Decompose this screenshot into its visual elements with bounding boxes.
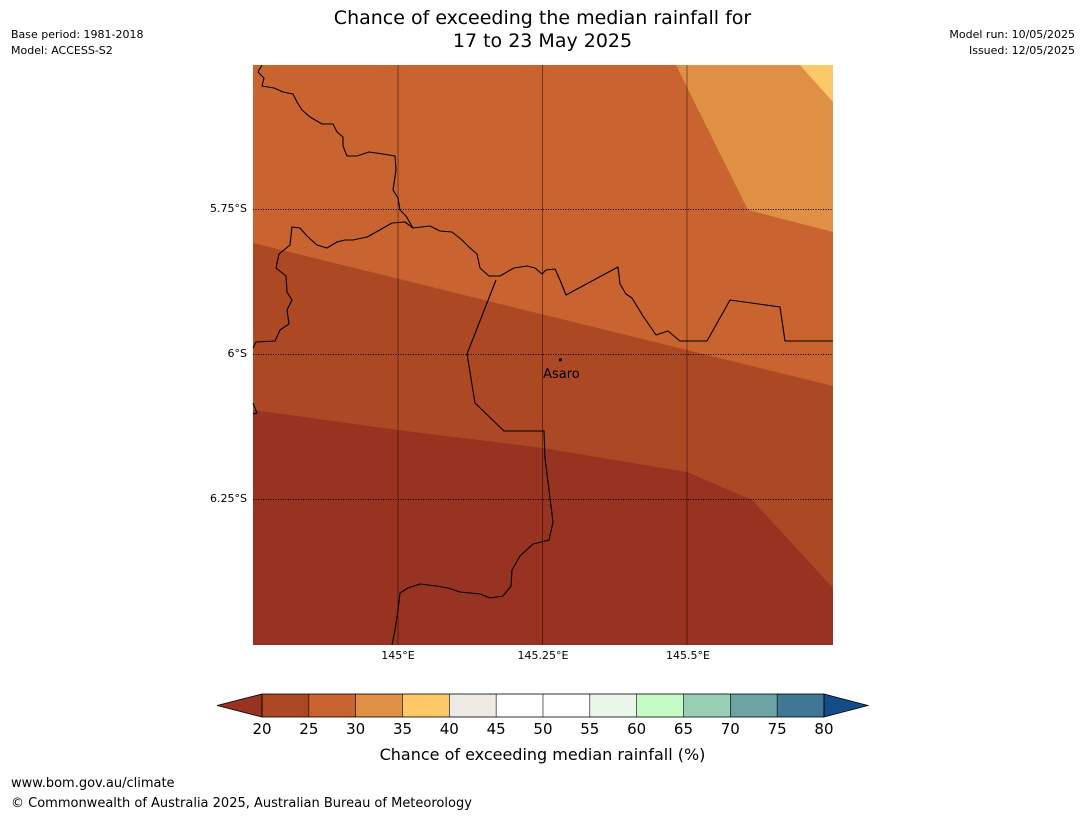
footer-url[interactable]: www.bom.gov.au/climate bbox=[11, 776, 175, 791]
boundary-south bbox=[391, 279, 554, 646]
colorbar-tick-label: 75 bbox=[767, 720, 787, 738]
colorbar-tick-label: 45 bbox=[486, 720, 506, 738]
colorbar-segment bbox=[308, 694, 357, 717]
meta-left: Base period: 1981-2018 Model: ACCESS-S2 bbox=[11, 27, 143, 59]
colorbar-under-arrow bbox=[216, 693, 263, 718]
colorbar-segment bbox=[496, 694, 544, 717]
colorbar-tick-label: 60 bbox=[627, 720, 647, 738]
colorbar-segment bbox=[683, 694, 731, 717]
town-label-asaro: Asaro bbox=[543, 367, 580, 382]
lat-tick-label: 6.25°S bbox=[210, 492, 247, 505]
colorbar-segment bbox=[262, 694, 310, 717]
colorbar-segment bbox=[777, 694, 825, 717]
colorbar-over-arrow bbox=[823, 693, 870, 718]
band-20-25 bbox=[253, 410, 833, 645]
colorbar-segment bbox=[355, 694, 403, 717]
colorbar-segment bbox=[589, 694, 638, 717]
colorbar bbox=[216, 693, 870, 718]
colorbar-tick-label: 30 bbox=[346, 720, 366, 738]
title-line-2: 17 to 23 May 2025 bbox=[452, 30, 633, 52]
colorbar-tick-label: 25 bbox=[299, 720, 319, 738]
lat-tick-label: 6°S bbox=[227, 347, 247, 360]
colorbar-segment bbox=[730, 694, 778, 717]
base-period-text: Base period: 1981-2018 bbox=[11, 28, 144, 41]
colorbar-segment bbox=[449, 694, 497, 717]
model-run-text: Model run: 10/05/2025 bbox=[949, 28, 1075, 41]
colorbar-tick-label: 55 bbox=[580, 720, 600, 738]
colorbar-tick-label: 70 bbox=[720, 720, 740, 738]
colorbar-tick-label: 35 bbox=[392, 720, 413, 738]
colorbar-tick-label: 20 bbox=[252, 720, 272, 738]
town-marker-asaro bbox=[558, 358, 563, 362]
lon-tick-label: 145.25°E bbox=[517, 649, 569, 662]
lon-tick-label: 145.5°E bbox=[666, 649, 710, 662]
colorbar-tick-label: 65 bbox=[673, 720, 694, 738]
colorbar-segment bbox=[402, 694, 450, 717]
colorbar-border bbox=[261, 693, 825, 718]
map-panel: Asaro bbox=[252, 64, 833, 646]
boundary-north bbox=[257, 64, 414, 229]
issued-text: Issued: 12/05/2025 bbox=[968, 44, 1075, 57]
band-40-45-corner bbox=[800, 65, 833, 102]
boundary-middle bbox=[412, 225, 833, 342]
title-line-1: Chance of exceeding the median rainfall … bbox=[333, 7, 752, 29]
colorbar-tick-label: 80 bbox=[814, 720, 834, 738]
boundary-west-edge bbox=[252, 402, 258, 415]
lon-tick-label: 145°E bbox=[381, 649, 415, 662]
meta-right: Model run: 10/05/2025 Issued: 12/05/2025 bbox=[949, 27, 1075, 59]
boundary-central bbox=[252, 221, 414, 349]
colorbar-segment bbox=[636, 694, 684, 717]
colorbar-tick-label: 40 bbox=[439, 720, 459, 738]
colorbar-tick-label: 50 bbox=[533, 720, 553, 738]
colorbar-segment bbox=[542, 694, 591, 717]
band-35-40 bbox=[676, 65, 833, 232]
model-text: Model: ACCESS-S2 bbox=[11, 44, 113, 57]
province-boundaries bbox=[252, 64, 833, 646]
footer-copyright: © Commonwealth of Australia 2025, Austra… bbox=[11, 796, 472, 811]
colorbar-label: Chance of exceeding median rainfall (%) bbox=[379, 745, 706, 764]
lat-tick-label: 5.75°S bbox=[210, 202, 247, 215]
map-title: Chance of exceeding the median rainfall … bbox=[0, 7, 1085, 53]
